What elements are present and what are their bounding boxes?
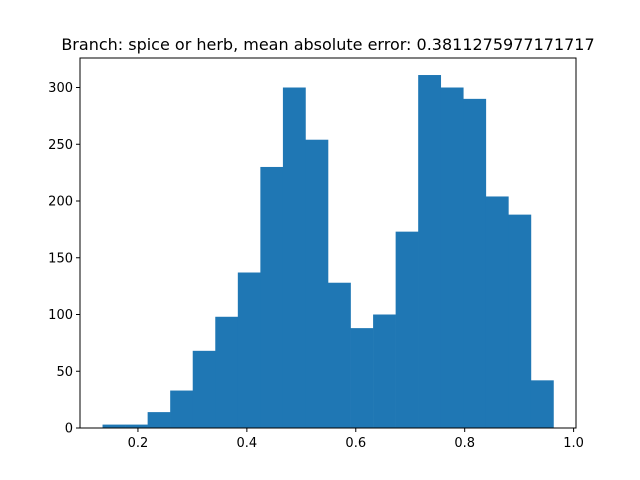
x-tick-label: 1.0 <box>563 436 584 451</box>
y-tick-label: 0 <box>65 422 73 437</box>
x-tick-label: 0.6 <box>345 436 366 451</box>
histogram-bar <box>440 87 464 428</box>
chart-title: Branch: spice or herb, mean absolute err… <box>61 35 594 54</box>
histogram-bar <box>328 282 351 428</box>
x-tick-label: 0.2 <box>128 436 149 451</box>
histogram-bar <box>102 424 126 428</box>
histogram-bar <box>463 98 487 429</box>
y-axis: 0 50 100 150 200 250 300 <box>48 81 80 437</box>
bars-group <box>102 75 554 429</box>
histogram-bar <box>170 390 194 428</box>
histogram-bar <box>192 350 216 428</box>
x-axis: 0.2 0.4 0.6 0.8 1.0 <box>128 428 584 451</box>
histogram-bar <box>237 272 261 428</box>
histogram-bar <box>125 424 148 428</box>
histogram-bar <box>530 380 554 428</box>
histogram-bar <box>485 196 509 428</box>
histogram-bar <box>418 75 442 428</box>
y-tick-label: 250 <box>48 138 73 153</box>
histogram-bar <box>215 316 239 428</box>
y-tick-label: 300 <box>48 81 73 96</box>
x-tick-label: 0.4 <box>237 436 258 451</box>
histogram-bar <box>508 214 532 428</box>
plot-frame <box>79 57 577 429</box>
histogram-bar <box>305 139 329 429</box>
y-tick-label: 200 <box>48 195 73 210</box>
histogram-bar <box>147 412 171 428</box>
histogram-bar <box>282 87 306 428</box>
histogram-bar <box>350 328 374 428</box>
histogram-bar <box>373 314 396 428</box>
y-tick-label: 50 <box>56 365 73 380</box>
y-tick-label: 150 <box>48 251 73 266</box>
x-tick-label: 0.8 <box>454 436 475 451</box>
histogram-bar <box>260 166 284 428</box>
histogram-bar <box>395 231 419 428</box>
y-tick-label: 100 <box>48 308 73 323</box>
